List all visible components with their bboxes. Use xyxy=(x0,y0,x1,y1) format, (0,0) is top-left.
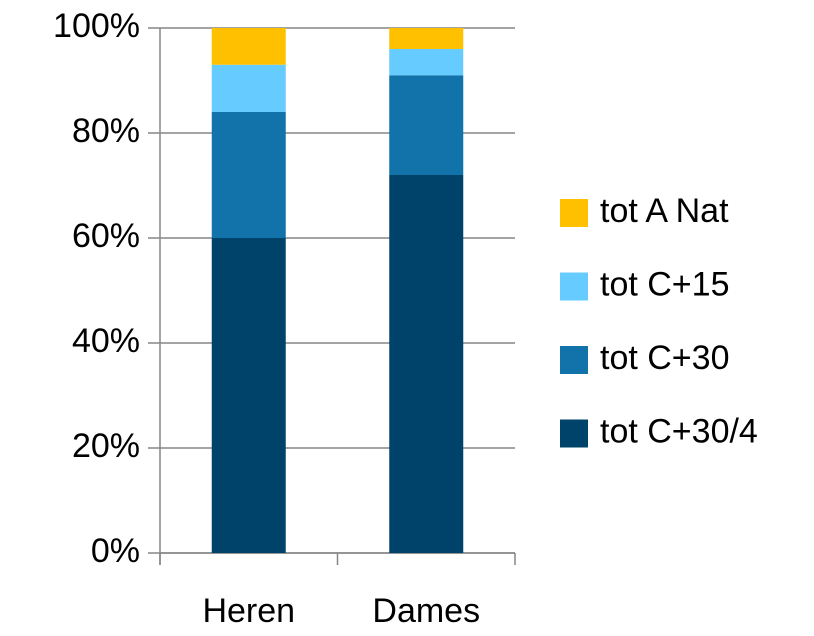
x-tick-label: Heren xyxy=(202,592,295,630)
bar-segment xyxy=(389,49,464,76)
bar-segment xyxy=(389,75,464,175)
legend-swatch xyxy=(560,346,588,374)
legend-label: tot C+15 xyxy=(600,265,729,303)
x-tick-label: Dames xyxy=(372,592,480,630)
legend-label: tot C+30/4 xyxy=(600,412,758,450)
legend-label: tot A Nat xyxy=(600,192,729,230)
bar-segment xyxy=(211,28,286,65)
bar-segment xyxy=(389,175,464,553)
y-tick-label: 0% xyxy=(91,532,140,570)
bar-segment xyxy=(211,112,286,238)
y-tick-label: 20% xyxy=(72,427,140,465)
legend-swatch xyxy=(560,272,588,301)
y-tick-label: 40% xyxy=(72,322,140,360)
y-tick-label: 100% xyxy=(53,7,140,45)
y-tick-label: 80% xyxy=(72,112,140,150)
legend-label: tot C+30 xyxy=(600,339,729,377)
bar-segment xyxy=(211,238,286,553)
legend-swatch xyxy=(560,419,588,448)
y-tick-label: 60% xyxy=(72,217,140,255)
bar-segment xyxy=(211,64,286,112)
legend-swatch xyxy=(560,199,588,227)
bar-segment xyxy=(389,28,464,49)
